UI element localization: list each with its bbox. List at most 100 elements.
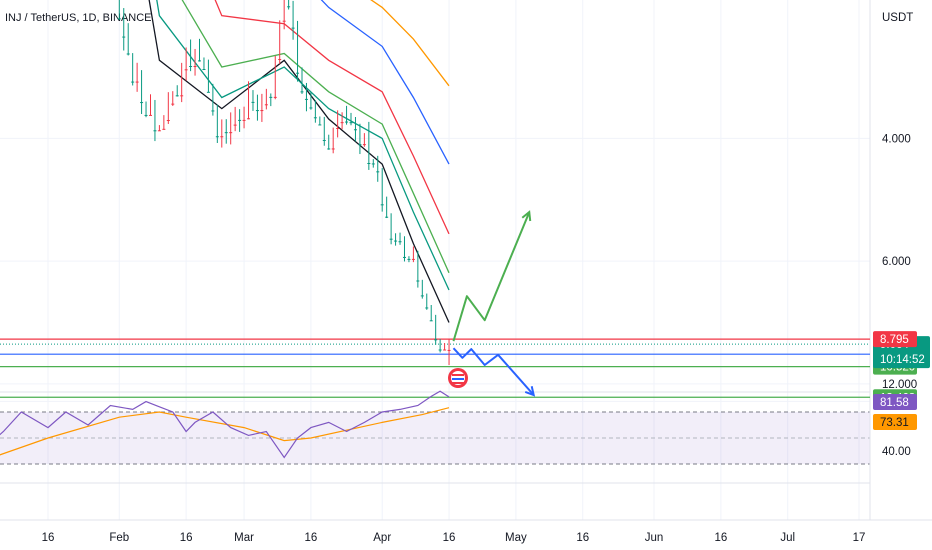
- rsi-scale: 40.00: [882, 446, 911, 458]
- us-flag-event-icon[interactable]: [448, 368, 468, 388]
- time-tick-label: Feb: [109, 532, 129, 544]
- candles: [117, 0, 451, 365]
- candle-body: [153, 130, 157, 132]
- candle-body: [389, 238, 393, 240]
- price-level-label: 8.795: [880, 334, 909, 346]
- time-tick-label: 16: [443, 532, 456, 544]
- candle-body: [220, 136, 224, 138]
- candle-body: [304, 98, 308, 100]
- candle-body: [287, 6, 291, 8]
- time-tick-label: Apr: [373, 532, 391, 544]
- candle-body: [353, 129, 357, 131]
- candle-body: [140, 102, 144, 104]
- candle-body: [402, 256, 406, 258]
- moving-average-line: [320, 0, 450, 165]
- price-level-tag: [873, 331, 917, 348]
- candle-body: [345, 121, 349, 123]
- candle-body: [171, 103, 175, 105]
- candle-body: [420, 295, 424, 297]
- candle-body: [385, 216, 389, 218]
- candle-countdown-label: 10:14:52: [880, 354, 925, 366]
- candle-body: [313, 117, 317, 119]
- candle-body: [282, 20, 286, 22]
- candle-body: [434, 339, 438, 341]
- candle-body: [144, 114, 148, 116]
- moving-average-line: [370, 0, 450, 87]
- candle-body: [367, 163, 371, 165]
- candle-body: [443, 349, 447, 351]
- rsi-ma-line: [0, 407, 450, 456]
- time-scale[interactable]: 16 Feb 16 Mar 16 Apr 16 May 16 Jun 16 Jul 17: [42, 532, 866, 544]
- rsi-value-tag: [873, 394, 917, 410]
- candle-body: [269, 96, 273, 98]
- candle-body: [242, 119, 246, 121]
- candle-body: [371, 163, 375, 165]
- candle-body: [362, 144, 366, 146]
- candle-body: [300, 91, 304, 93]
- candle-body: [180, 95, 184, 97]
- candle-body: [229, 132, 233, 134]
- horizontal-lines[interactable]: [0, 338, 870, 398]
- candle-body: [189, 65, 193, 67]
- candle-body: [278, 59, 282, 61]
- candle-body: [349, 122, 353, 124]
- time-tick-label: May: [505, 532, 527, 544]
- candle-body: [425, 307, 429, 309]
- rsi-line: [0, 390, 450, 459]
- candle-body: [438, 349, 442, 351]
- projection-arrows[interactable]: [452, 210, 536, 397]
- projection-path[interactable]: [452, 347, 535, 396]
- candle-body: [273, 96, 277, 98]
- candle-body: [291, 27, 295, 29]
- candle-body: [447, 349, 451, 351]
- candle-body: [394, 240, 398, 242]
- rsi-ma-value-tag: [873, 414, 917, 430]
- candle-body: [296, 72, 300, 74]
- time-tick-label: 16: [180, 532, 193, 544]
- candle-body: [376, 171, 380, 173]
- candle-body: [224, 132, 228, 134]
- candle-body: [202, 69, 206, 71]
- arrow-head: [524, 386, 536, 397]
- projection-path[interactable]: [452, 211, 531, 342]
- rsi-tick-label: 40.00: [882, 446, 911, 458]
- candle-body: [193, 65, 197, 67]
- time-tick-label: 16: [305, 532, 318, 544]
- time-tick-label: 16: [576, 532, 589, 544]
- rsi-ma-value-label: 73.31: [880, 417, 909, 429]
- moving-average-line: [156, 0, 450, 291]
- candle-body: [211, 110, 215, 112]
- candle-body: [322, 139, 326, 141]
- price-tags: 13.46810.5209.6639.06410:14:528.79581.58…: [873, 331, 930, 430]
- candle-body: [166, 120, 170, 122]
- candle-body: [309, 107, 313, 109]
- time-tick-label: Mar: [234, 532, 254, 544]
- rsi-value-label: 81.58: [880, 397, 909, 409]
- time-tick-label: 16: [714, 532, 727, 544]
- candle-body: [380, 204, 384, 206]
- price-tick-label: 6.000: [882, 256, 911, 268]
- time-tick-label: Jul: [780, 532, 795, 544]
- candle-body: [251, 101, 255, 103]
- price-tick-label: 12.000: [882, 379, 917, 391]
- currency-label: USDT: [882, 12, 913, 24]
- symbol-title[interactable]: INJ / TetherUS, 1D, BINANCE: [5, 12, 152, 24]
- moving-average-line: [148, 0, 450, 323]
- candle-body: [198, 60, 202, 62]
- candle-body: [264, 104, 268, 106]
- candle-body: [407, 258, 411, 260]
- time-tick-label: 17: [853, 532, 866, 544]
- candle-body: [358, 144, 362, 146]
- candle-body: [411, 258, 415, 260]
- candle-body: [398, 241, 402, 243]
- candle-body: [260, 110, 264, 112]
- candle-body: [215, 136, 219, 138]
- moving-average-line: [181, 0, 450, 274]
- candle-body: [206, 91, 210, 93]
- candle-body: [318, 124, 322, 126]
- candle-body: [122, 36, 126, 38]
- candle-body: [126, 53, 130, 55]
- time-tick-label: Jun: [645, 532, 664, 544]
